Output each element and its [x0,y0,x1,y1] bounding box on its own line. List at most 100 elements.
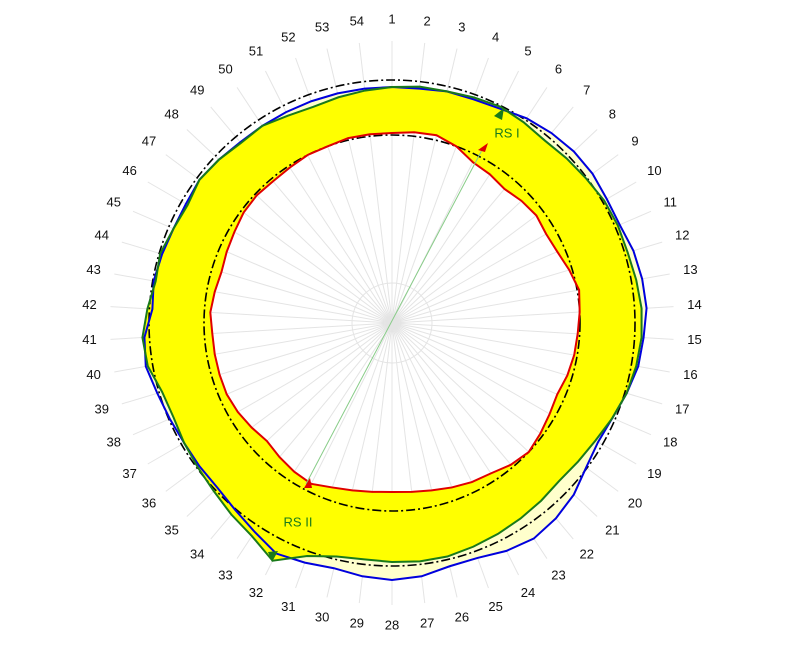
spoke [210,322,393,340]
spoke [391,322,580,465]
category-label: 21 [605,522,619,537]
spoke [210,322,393,493]
spoke [391,322,458,493]
category-label: 44 [94,228,108,243]
spoke [326,132,393,324]
category-label: 25 [488,599,502,614]
category-label: 19 [647,466,661,481]
spoke [391,306,580,324]
spoke [391,181,580,324]
spoke [391,322,580,373]
center-ring [351,282,433,364]
category-label: 28 [385,617,399,632]
spoke [391,322,580,405]
category-label: 30 [315,609,329,624]
category-label: 32 [249,585,263,600]
series-line [209,131,581,494]
spoke [210,306,393,324]
spoke [264,322,393,493]
rs-arrow [304,478,312,488]
spoke [358,322,393,493]
category-label: 22 [580,547,594,562]
reference-circle [148,79,636,567]
spoke [210,322,393,405]
category-label: 43 [86,262,100,277]
spoke [391,322,520,493]
category-label: 17 [675,401,689,416]
category-label: 48 [164,107,178,122]
rs-line [305,149,483,485]
spoke [391,322,580,340]
spoke [210,322,393,436]
category-label: 26 [455,609,469,624]
inner-spokes [210,132,580,493]
spoke [391,273,580,324]
category-label: 14 [687,297,701,312]
category-label: 51 [249,44,263,59]
spoke [236,132,393,324]
spoke [210,154,393,324]
spoke [391,322,580,436]
annotation: RS I [494,125,519,140]
category-label: 9 [631,133,638,148]
series-line [141,85,643,564]
category-label: 7 [583,82,590,97]
category-label: 8 [609,107,616,122]
category-label: 36 [142,495,156,510]
reference-circle [203,134,581,512]
category-label: 52 [281,30,295,45]
category-label: 18 [663,434,677,449]
spoke [264,132,393,324]
spoke [210,181,393,324]
rs-arrow [478,143,488,152]
spoke [391,210,580,324]
category-label: 50 [218,61,232,76]
spoke [391,241,580,324]
spoke [210,210,393,324]
category-label: 6 [555,61,562,76]
spoke [391,132,548,324]
spoke [391,322,426,493]
spoke [391,322,489,493]
spoke [295,132,393,324]
category-label: 11 [663,194,677,209]
spoke [210,322,393,373]
spoke [210,322,393,465]
annotation: RS II [284,514,313,529]
spoke [391,132,426,324]
category-label: 4 [492,30,499,45]
series-line [143,85,648,582]
category-label: 1 [388,11,395,26]
category-label: 46 [122,163,136,178]
category-label: 54 [350,13,364,28]
spoke [391,132,458,324]
category-label: 35 [164,522,178,537]
spoke [391,322,548,493]
spoke [210,273,393,324]
category-label: 45 [107,194,121,209]
spoke [391,322,574,493]
category-label: 37 [122,466,136,481]
category-label: 23 [551,568,565,583]
category-label: 16 [683,367,697,382]
category-label: 27 [420,615,434,630]
category-label: 47 [142,133,156,148]
category-label: 3 [458,20,465,35]
category-label: 33 [218,568,232,583]
category-label: 31 [281,599,295,614]
category-label: 34 [190,547,204,562]
category-label: 39 [94,401,108,416]
category-label: 24 [521,585,535,600]
category-label: 41 [82,332,96,347]
category-label: 10 [647,163,661,178]
spoke [210,322,393,492]
category-label: 53 [315,20,329,35]
spoke [391,322,580,492]
spoke [326,322,393,493]
category-label: 42 [82,297,96,312]
spoke [295,322,393,493]
category-label: 12 [675,228,689,243]
spoke [236,322,393,493]
spoke [210,241,393,324]
